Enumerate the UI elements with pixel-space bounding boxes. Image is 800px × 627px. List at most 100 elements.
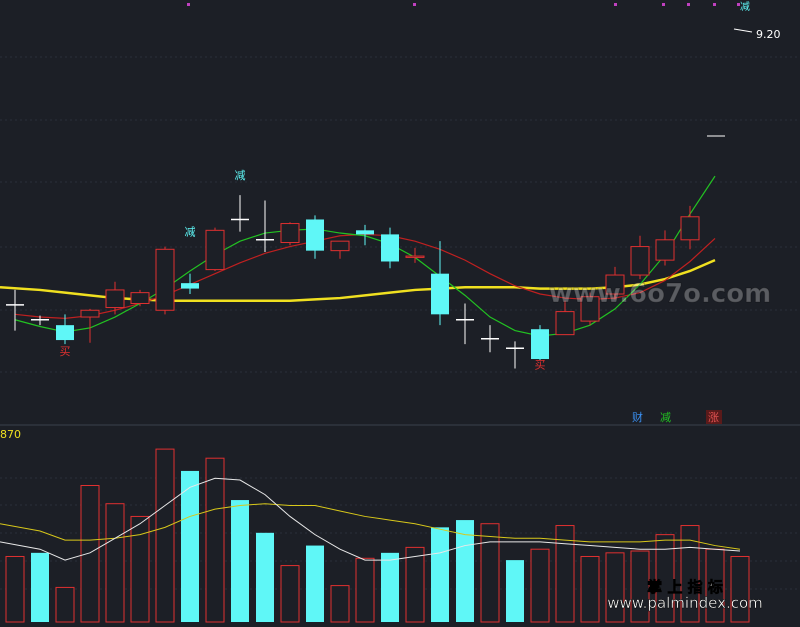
candle: [605, 266, 625, 300]
candle-body: [680, 216, 700, 241]
candle: [181, 273, 199, 294]
volume-bar: [355, 557, 375, 623]
volume-bar: [306, 545, 324, 622]
candle: [280, 222, 300, 246]
candle: [231, 195, 249, 232]
legend-cai: 财: [632, 410, 643, 424]
top-marker-dot: [187, 3, 190, 6]
candle-body: [381, 234, 399, 262]
signal-annotation: 减: [235, 169, 246, 182]
candle: [330, 240, 350, 259]
volume-bar: [55, 586, 75, 623]
candle-body: [356, 230, 374, 235]
candle-body: [431, 273, 449, 315]
volume-bar: [181, 470, 199, 622]
candle-body: [531, 329, 549, 360]
volume-bar: [155, 448, 175, 623]
volume-bar: [655, 534, 675, 623]
candle-body: [80, 309, 100, 318]
candle-body: [630, 246, 650, 276]
candle: [56, 314, 74, 345]
candle: [381, 227, 399, 269]
volume-bar: [105, 503, 125, 623]
top-marker-dot: [713, 3, 716, 6]
candle-body: [155, 248, 175, 311]
legend-zhang-bg: [706, 410, 722, 424]
candle: [256, 200, 274, 252]
volume-bars: [5, 448, 750, 623]
volume-bar: [205, 457, 225, 623]
bottom-watermark-url: www.palmindex.com: [607, 594, 763, 612]
volume-bar: [280, 565, 300, 623]
candle-body: [306, 219, 324, 251]
candle: [630, 235, 650, 280]
candle: [481, 325, 499, 353]
candle-body: [555, 311, 575, 336]
volume-bar: [456, 520, 474, 622]
candle: [456, 303, 474, 345]
top-marker-dot: [737, 3, 740, 6]
candle: [6, 289, 24, 331]
volume-bar: [405, 546, 425, 623]
candle-body: [56, 325, 74, 341]
signal-annotation: 买: [535, 359, 546, 372]
candlesticks: [6, 195, 700, 369]
signal-annotation: 减: [185, 226, 196, 239]
candle: [506, 341, 524, 369]
center-watermark: www.6o7o.com: [549, 279, 771, 309]
candle-body: [580, 296, 600, 322]
volume-bar: [231, 500, 249, 622]
candle: [555, 300, 575, 336]
candle-body: [105, 289, 125, 309]
candle-body: [405, 255, 425, 258]
candle: [80, 308, 100, 343]
volume-bar: [31, 552, 49, 622]
candle: [130, 289, 150, 307]
volume-bar: [5, 555, 25, 623]
signal-annotation: 买: [60, 345, 71, 358]
volume-label: 870: [0, 428, 21, 441]
candle-body: [655, 239, 675, 261]
bottom-watermark-cn: 掌 上 指 标: [647, 578, 723, 596]
volume-bar: [580, 555, 600, 623]
volume-bar: [330, 585, 350, 623]
candle: [405, 247, 425, 263]
legend-jian: 减: [660, 411, 671, 424]
candle-body: [605, 274, 625, 295]
volume-bar: [506, 560, 524, 622]
volume-bar: [480, 523, 500, 623]
price-pointer-arrow: [733, 28, 753, 33]
volume-bar: [530, 548, 550, 623]
candle: [31, 315, 49, 326]
candle: [431, 241, 449, 326]
volume-bar: [605, 552, 625, 623]
top-marker-dot: [687, 3, 690, 6]
top-markers: [187, 3, 740, 6]
candle: [356, 224, 374, 246]
volume-ma-white: [0, 477, 741, 561]
volume-bar: [381, 552, 399, 622]
volume-bar: [256, 532, 274, 622]
top-marker-dot: [662, 3, 665, 6]
volume-bar: [630, 550, 650, 623]
candle-body: [205, 229, 225, 271]
volume-bar: [431, 527, 449, 622]
candle: [680, 205, 700, 250]
candle-body: [130, 292, 150, 304]
volume-bar: [80, 485, 100, 623]
volume-bar: [130, 515, 150, 623]
top-marker-dot: [614, 3, 617, 6]
top-right-mark: 减: [740, 1, 750, 13]
candle: [306, 215, 324, 259]
price-label: 9.20: [756, 28, 781, 41]
volume-bar: [730, 555, 750, 623]
candle-body: [280, 223, 300, 244]
candle: [155, 246, 175, 315]
candle: [655, 230, 675, 266]
candle-body: [330, 240, 350, 252]
candle: [105, 281, 125, 315]
top-marker-dot: [413, 3, 416, 6]
candle-body: [181, 283, 199, 289]
